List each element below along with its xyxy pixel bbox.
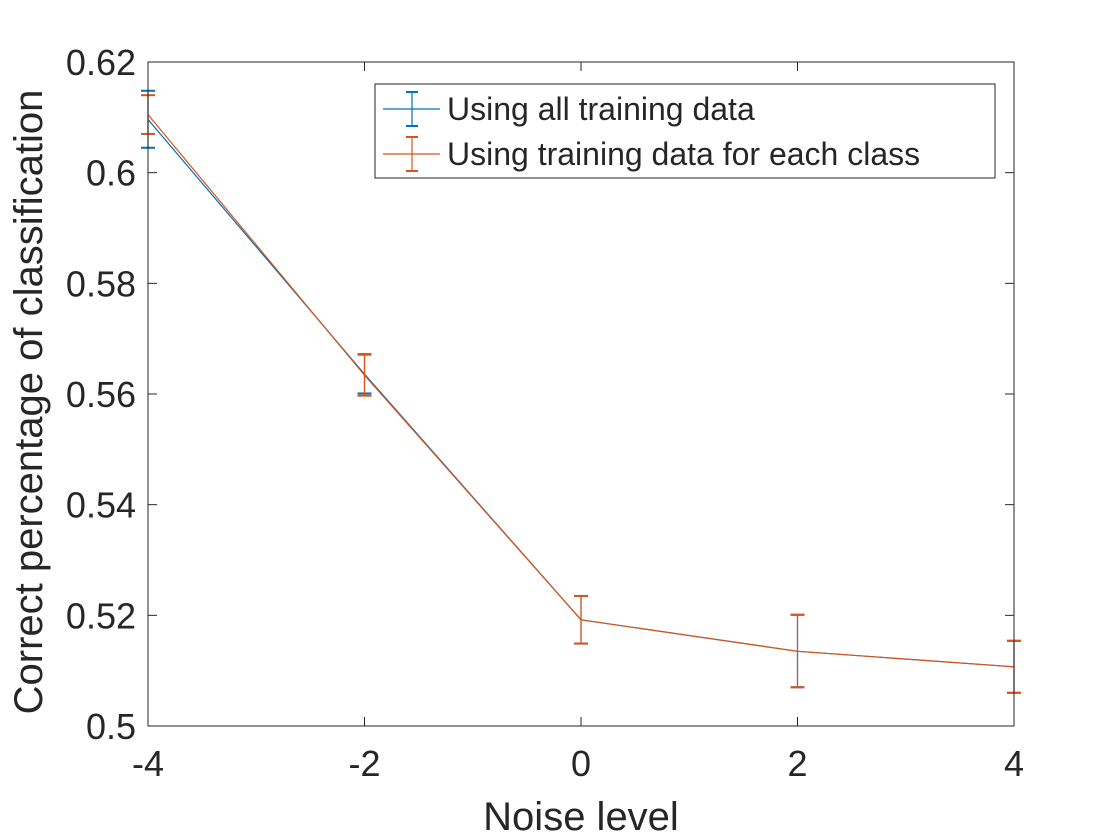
x-axis-label: Noise level bbox=[483, 795, 679, 839]
legend-item-1: Using all training data bbox=[383, 91, 755, 127]
legend-label: Using all training data bbox=[447, 91, 755, 127]
y-tick-label: 0.6 bbox=[86, 153, 136, 194]
y-tick-label: 0.56 bbox=[66, 374, 136, 415]
error-bar bbox=[574, 594, 588, 645]
legend-label: Using training data for each class bbox=[447, 136, 920, 172]
legend: Using all training data Using training da… bbox=[374, 83, 996, 179]
y-tick-label: 0.62 bbox=[66, 42, 136, 83]
legend-box bbox=[374, 83, 996, 179]
error-bar bbox=[357, 353, 372, 397]
legend-item-2: Using training data for each class bbox=[383, 136, 920, 172]
x-tick-label: -4 bbox=[132, 743, 164, 784]
x-tick-label: 0 bbox=[571, 743, 591, 784]
x-tick-label: -2 bbox=[348, 743, 380, 784]
y-tick-label: 0.52 bbox=[66, 595, 136, 636]
x-tick-label: 4 bbox=[1004, 743, 1024, 784]
y-tick-label: 0.54 bbox=[66, 485, 136, 526]
error-bar bbox=[790, 613, 805, 689]
x-tick-label: 2 bbox=[787, 743, 807, 784]
axes-box bbox=[147, 61, 1015, 727]
y-tick-label: 0.5 bbox=[86, 706, 136, 747]
y-axis-label: Correct percentage of classification bbox=[7, 90, 51, 715]
y-tick-label: 0.58 bbox=[66, 263, 136, 304]
axis-ticks: -4 -2 0 2 4 0.5 0.52 0.54 0.56 0.58 0.6 0.62 bbox=[66, 42, 1024, 784]
